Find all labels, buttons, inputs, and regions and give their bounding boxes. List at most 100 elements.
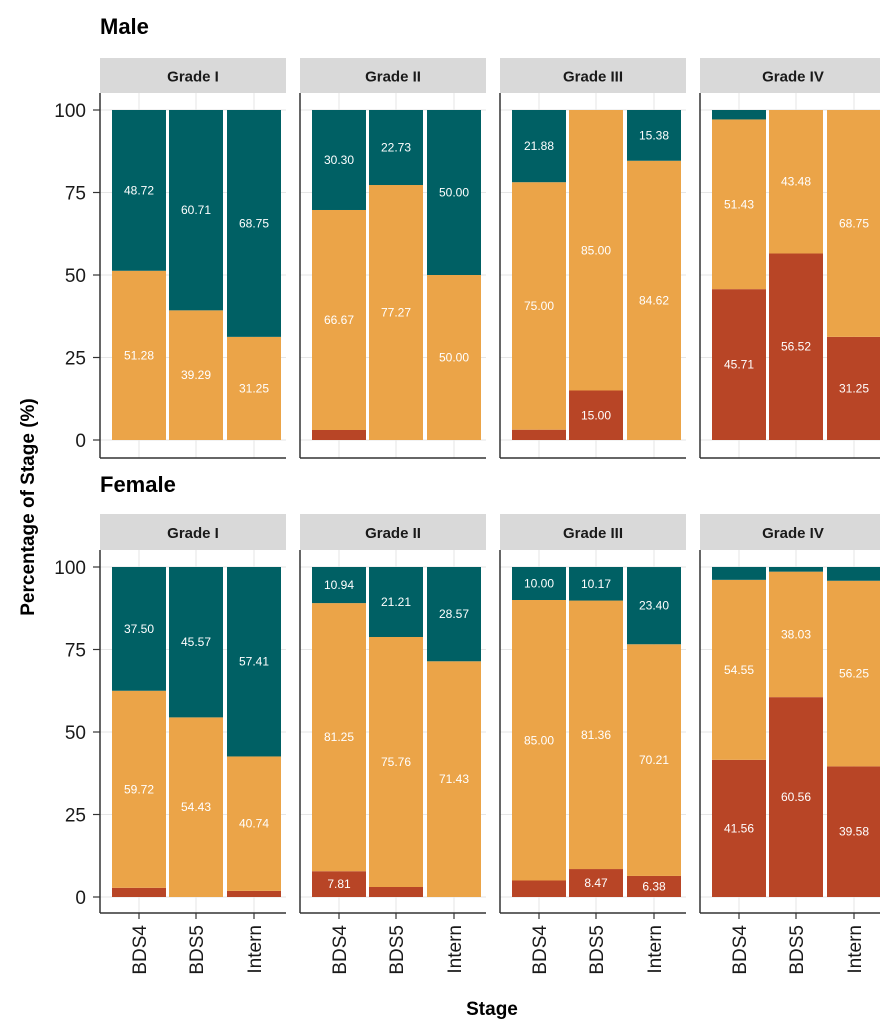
bar-value-label: 31.25 bbox=[839, 381, 869, 395]
facet-strip-label: Grade IV bbox=[762, 525, 824, 542]
bar-segment bbox=[627, 160, 681, 440]
bar-segment bbox=[569, 869, 623, 897]
bar-segment bbox=[712, 566, 766, 580]
y-tick-label: 0 bbox=[75, 431, 86, 452]
bar-value-label: 54.55 bbox=[724, 663, 754, 677]
bar-value-label: 85.00 bbox=[581, 243, 611, 257]
bar-value-label: 56.52 bbox=[781, 340, 811, 354]
x-tick-label: Intern bbox=[645, 925, 666, 974]
bar-value-label: 84.62 bbox=[639, 293, 669, 307]
y-tick-label: 50 bbox=[65, 266, 86, 287]
bar-value-label: 10.94 bbox=[324, 578, 354, 592]
bar-segment bbox=[427, 110, 481, 275]
bar-value-label: 37.50 bbox=[124, 622, 154, 636]
facet-strip-label: Grade I bbox=[167, 525, 219, 542]
bar-segment bbox=[312, 603, 366, 872]
bar-segment bbox=[112, 690, 166, 888]
x-tick-label: BDS4 bbox=[130, 925, 151, 975]
facet-strip-label: Grade III bbox=[563, 69, 623, 86]
bar-value-label: 75.00 bbox=[524, 299, 554, 313]
bar-segment bbox=[827, 580, 880, 767]
bar-value-label: 71.43 bbox=[439, 772, 469, 786]
bar-segment bbox=[712, 110, 766, 120]
bar-value-label: 39.29 bbox=[181, 368, 211, 382]
bar-segment bbox=[312, 871, 366, 897]
bar-value-label: 60.56 bbox=[781, 790, 811, 804]
bar-value-label: 31.25 bbox=[239, 381, 269, 395]
bar-value-label: 59.72 bbox=[124, 782, 154, 796]
bar-value-label: 68.75 bbox=[839, 216, 869, 230]
bar-segment bbox=[712, 289, 766, 440]
x-tick-label: BDS5 bbox=[187, 925, 208, 975]
bar-value-label: 43.48 bbox=[781, 175, 811, 189]
bar-value-label: 28.57 bbox=[439, 607, 469, 621]
facet-strip bbox=[500, 58, 686, 93]
bar-value-label: 30.30 bbox=[324, 153, 354, 167]
bar-segment bbox=[712, 759, 766, 897]
y-axis-title: Percentage of Stage (%) bbox=[18, 398, 39, 616]
bar-value-label: 8.47 bbox=[584, 876, 608, 890]
bar-segment bbox=[827, 766, 880, 897]
bar-segment bbox=[427, 275, 481, 440]
bar-value-label: 77.27 bbox=[381, 306, 411, 320]
x-tick-label: Intern bbox=[445, 925, 466, 974]
bar-segment bbox=[569, 600, 623, 870]
bar-value-label: 41.56 bbox=[724, 821, 754, 835]
bar-value-label: 54.43 bbox=[181, 800, 211, 814]
bar-segment bbox=[627, 644, 681, 876]
bar-value-label: 57.41 bbox=[239, 655, 269, 669]
bar-segment bbox=[169, 567, 223, 718]
bar-segment bbox=[369, 636, 423, 888]
x-tick-label: Intern bbox=[845, 925, 866, 974]
bar-value-label: 51.28 bbox=[124, 348, 154, 362]
bar-segment bbox=[769, 567, 823, 572]
bar-segment bbox=[112, 567, 166, 691]
bar-segment bbox=[112, 887, 166, 897]
x-tick-label: BDS4 bbox=[730, 925, 751, 975]
bar-value-label: 50.00 bbox=[439, 186, 469, 200]
bar-segment bbox=[227, 336, 281, 440]
bar-value-label: 81.25 bbox=[324, 730, 354, 744]
facet-strip bbox=[500, 514, 686, 550]
bar-segment bbox=[512, 880, 566, 897]
bar-segment bbox=[512, 110, 566, 183]
bar-value-label: 22.73 bbox=[381, 141, 411, 155]
bar-segment bbox=[369, 110, 423, 186]
bar-segment bbox=[827, 110, 880, 337]
bar-value-label: 10.17 bbox=[581, 577, 611, 591]
bar-value-label: 6.38 bbox=[642, 879, 666, 893]
bar-segment bbox=[512, 600, 566, 881]
bar-segment bbox=[169, 717, 223, 897]
y-tick-label: 75 bbox=[65, 184, 86, 205]
bar-value-label: 48.72 bbox=[124, 183, 154, 197]
y-tick-label: 100 bbox=[54, 558, 86, 579]
bar-value-label: 81.36 bbox=[581, 728, 611, 742]
y-tick-label: 100 bbox=[54, 101, 86, 122]
bar-segment bbox=[627, 567, 681, 645]
bar-segment bbox=[712, 119, 766, 290]
bar-segment bbox=[227, 567, 281, 757]
bar-value-label: 51.43 bbox=[724, 197, 754, 211]
bar-segment bbox=[312, 209, 366, 431]
bar-segment bbox=[569, 567, 623, 601]
x-tick-label: BDS5 bbox=[787, 925, 808, 975]
x-tick-label: BDS5 bbox=[387, 925, 408, 975]
bar-value-label: 75.76 bbox=[381, 755, 411, 769]
y-tick-label: 25 bbox=[65, 349, 86, 370]
bar-segment bbox=[369, 567, 423, 637]
facet-group-title: Male bbox=[100, 14, 149, 39]
facet-strip bbox=[700, 514, 880, 550]
bar-value-label: 85.00 bbox=[524, 733, 554, 747]
bar-segment bbox=[827, 336, 880, 440]
bar-segment bbox=[512, 182, 566, 430]
bar-segment bbox=[312, 567, 366, 604]
y-tick-label: 50 bbox=[65, 723, 86, 744]
bar-segment bbox=[169, 110, 223, 311]
bar-segment bbox=[827, 567, 880, 581]
bar-segment bbox=[169, 310, 223, 440]
bar-segment bbox=[227, 890, 281, 897]
bar-segment bbox=[769, 571, 823, 698]
bar-value-label: 56.25 bbox=[839, 667, 869, 681]
y-tick-label: 75 bbox=[65, 641, 86, 662]
